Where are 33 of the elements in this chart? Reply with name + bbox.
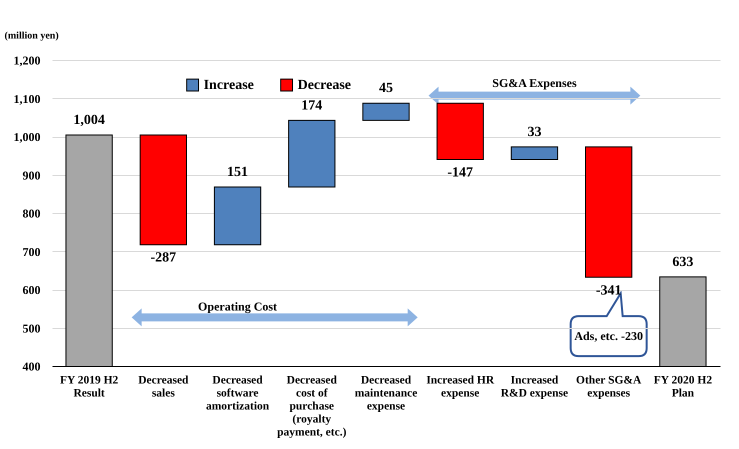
x-tick-label: Decreased software amortization	[206, 374, 270, 412]
data-label: 174	[301, 98, 322, 114]
data-label: 33	[527, 124, 542, 140]
x-tick-label: Decreased cost of purchase (royalty payment, etc.)	[277, 374, 347, 438]
y-tick-label: 1,100	[14, 92, 40, 106]
x-tick-label: Decreased maintenance expense	[354, 374, 418, 412]
x-tick-label: Other SG&A expenses	[576, 374, 642, 400]
legend-label: Increase	[204, 78, 254, 94]
data-label: 151	[227, 164, 248, 180]
x-tick-label: Decreased sales	[138, 374, 190, 400]
y-tick-label: 400	[22, 360, 40, 374]
data-label: -287	[150, 250, 176, 266]
x-tick-label: FY 2019 H2 Result	[60, 374, 119, 400]
legend-label: Decrease	[298, 78, 351, 94]
x-tick-label: Increased R&D expense	[500, 374, 568, 400]
data-label: -341	[596, 283, 622, 298]
data-label: 1,004	[73, 112, 105, 128]
y-tick-label: 1,200	[14, 54, 40, 68]
y-tick-label: 500	[22, 321, 40, 336]
y-tick-label: 900	[22, 168, 40, 182]
annotation: Ads, etc. -230	[574, 329, 643, 344]
annotation: SG&A Expenses	[492, 76, 577, 90]
x-tick-label: FY 2020 H2 Plan	[654, 374, 712, 400]
annotation: Operating Cost	[198, 300, 278, 314]
y-tick-label: 700	[22, 244, 40, 259]
y-tick-label: 1,000	[14, 130, 40, 144]
y-axis-title: (million yen)	[4, 30, 59, 42]
y-tick-label: 800	[22, 206, 40, 220]
data-label: 45	[379, 81, 393, 96]
x-tick-label: Increased HR expense	[426, 374, 495, 400]
data-label: 633	[672, 254, 694, 270]
y-tick-label: 600	[22, 283, 40, 297]
data-label: -147	[447, 165, 474, 180]
